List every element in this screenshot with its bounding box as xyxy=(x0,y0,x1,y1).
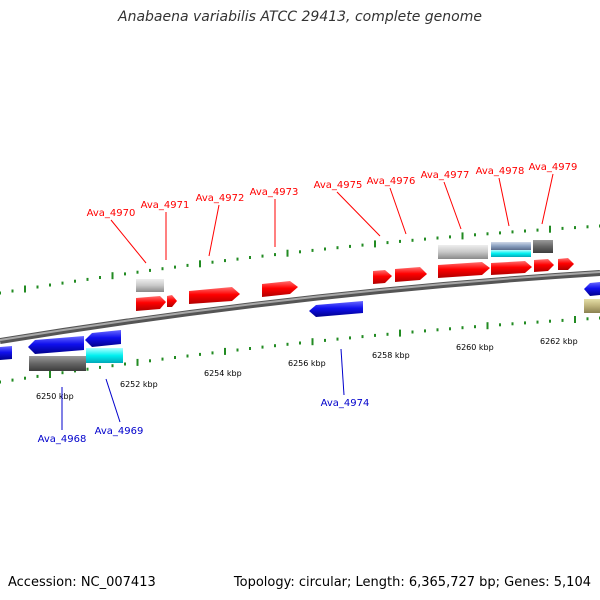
gene-arrow[interactable] xyxy=(0,346,12,360)
gene-label-ava-4971[interactable]: Ava_4971 xyxy=(141,200,190,211)
gene-arrow-ava-4969[interactable] xyxy=(85,330,121,347)
gene-arrow-ava-4972[interactable] xyxy=(189,287,240,304)
forward-gene-labels: Ava_4970 Ava_4971 Ava_4972 Ava_4973 Ava_… xyxy=(87,162,578,219)
scale-labels: 6250 kbp 6252 kbp 6254 kbp 6256 kbp 6258… xyxy=(36,337,578,401)
gene-label-ava-4968[interactable]: Ava_4968 xyxy=(38,434,87,445)
leader-line xyxy=(443,181,462,230)
leader-line xyxy=(389,187,407,235)
genome-summary-text: Topology: circular; Length: 6,365,727 bp… xyxy=(233,575,591,590)
gene-label-ava-4979[interactable]: Ava_4979 xyxy=(529,162,578,173)
leader-line xyxy=(336,191,381,237)
forward-features xyxy=(136,240,574,311)
rna-feature[interactable] xyxy=(86,348,123,363)
rna-feature[interactable] xyxy=(29,356,86,371)
scale-label: 6262 kbp xyxy=(540,337,578,346)
scale-label: 6258 kbp xyxy=(372,351,410,360)
gene-label-ava-4974[interactable]: Ava_4974 xyxy=(321,398,370,409)
rna-feature[interactable] xyxy=(136,279,164,292)
rna-feature[interactable] xyxy=(584,299,600,313)
gene-arrow[interactable] xyxy=(558,258,574,270)
scale-label: 6252 kbp xyxy=(120,380,158,389)
gene-arrow-ava-4975[interactable] xyxy=(373,270,392,284)
gene-arrow-ava-4973[interactable] xyxy=(262,281,298,297)
gene-arrow[interactable] xyxy=(584,282,600,296)
gene-arrow-ava-4974[interactable] xyxy=(309,301,363,317)
forward-leader-lines xyxy=(110,173,554,264)
gene-arrow-ava-4976[interactable] xyxy=(395,267,427,282)
rna-feature[interactable] xyxy=(533,240,553,253)
rna-feature[interactable] xyxy=(491,242,531,250)
leader-line xyxy=(105,378,121,423)
reverse-leader-lines xyxy=(61,348,345,430)
rna-feature[interactable] xyxy=(491,250,531,257)
gene-label-ava-4972[interactable]: Ava_4972 xyxy=(196,193,245,204)
genome-backbone-highlight xyxy=(0,271,600,341)
scale-label: 6256 kbp xyxy=(288,359,326,368)
reverse-gene-labels: Ava_4968 Ava_4969 Ava_4974 xyxy=(38,398,370,445)
gene-arrow-ava-4979[interactable] xyxy=(534,259,554,272)
leader-line xyxy=(541,173,554,225)
gene-label-ava-4975[interactable]: Ava_4975 xyxy=(314,180,363,191)
gene-arrow-ava-4971[interactable] xyxy=(167,295,177,307)
reverse-tick-row xyxy=(0,316,600,384)
genome-backbone xyxy=(0,270,600,344)
gene-arrow-ava-4968[interactable] xyxy=(28,336,84,354)
gene-label-ava-4969[interactable]: Ava_4969 xyxy=(95,426,144,437)
accession-text: Accession: NC_007413 xyxy=(8,575,156,590)
scale-label: 6260 kbp xyxy=(456,343,494,352)
gene-label-ava-4977[interactable]: Ava_4977 xyxy=(421,170,470,181)
gene-label-ava-4970[interactable]: Ava_4970 xyxy=(87,208,136,219)
rna-feature[interactable] xyxy=(438,245,488,259)
map-title: Anabaena variabilis ATCC 29413, complete… xyxy=(118,9,482,25)
forward-tick-row xyxy=(0,224,600,295)
leader-line xyxy=(340,348,345,396)
scale-label: 6254 kbp xyxy=(204,369,242,378)
gene-arrow-ava-4970[interactable] xyxy=(136,296,166,311)
gene-arrow-ava-4977[interactable] xyxy=(438,262,490,278)
leader-line xyxy=(208,204,220,257)
gene-label-ava-4978[interactable]: Ava_4978 xyxy=(476,166,525,177)
leader-line xyxy=(498,177,510,227)
gene-label-ava-4973[interactable]: Ava_4973 xyxy=(250,187,299,198)
gene-label-ava-4976[interactable]: Ava_4976 xyxy=(367,176,416,187)
gene-arrow-ava-4978[interactable] xyxy=(491,261,532,275)
leader-line xyxy=(110,219,147,264)
scale-label: 6250 kbp xyxy=(36,392,74,401)
reverse-features xyxy=(0,282,600,371)
